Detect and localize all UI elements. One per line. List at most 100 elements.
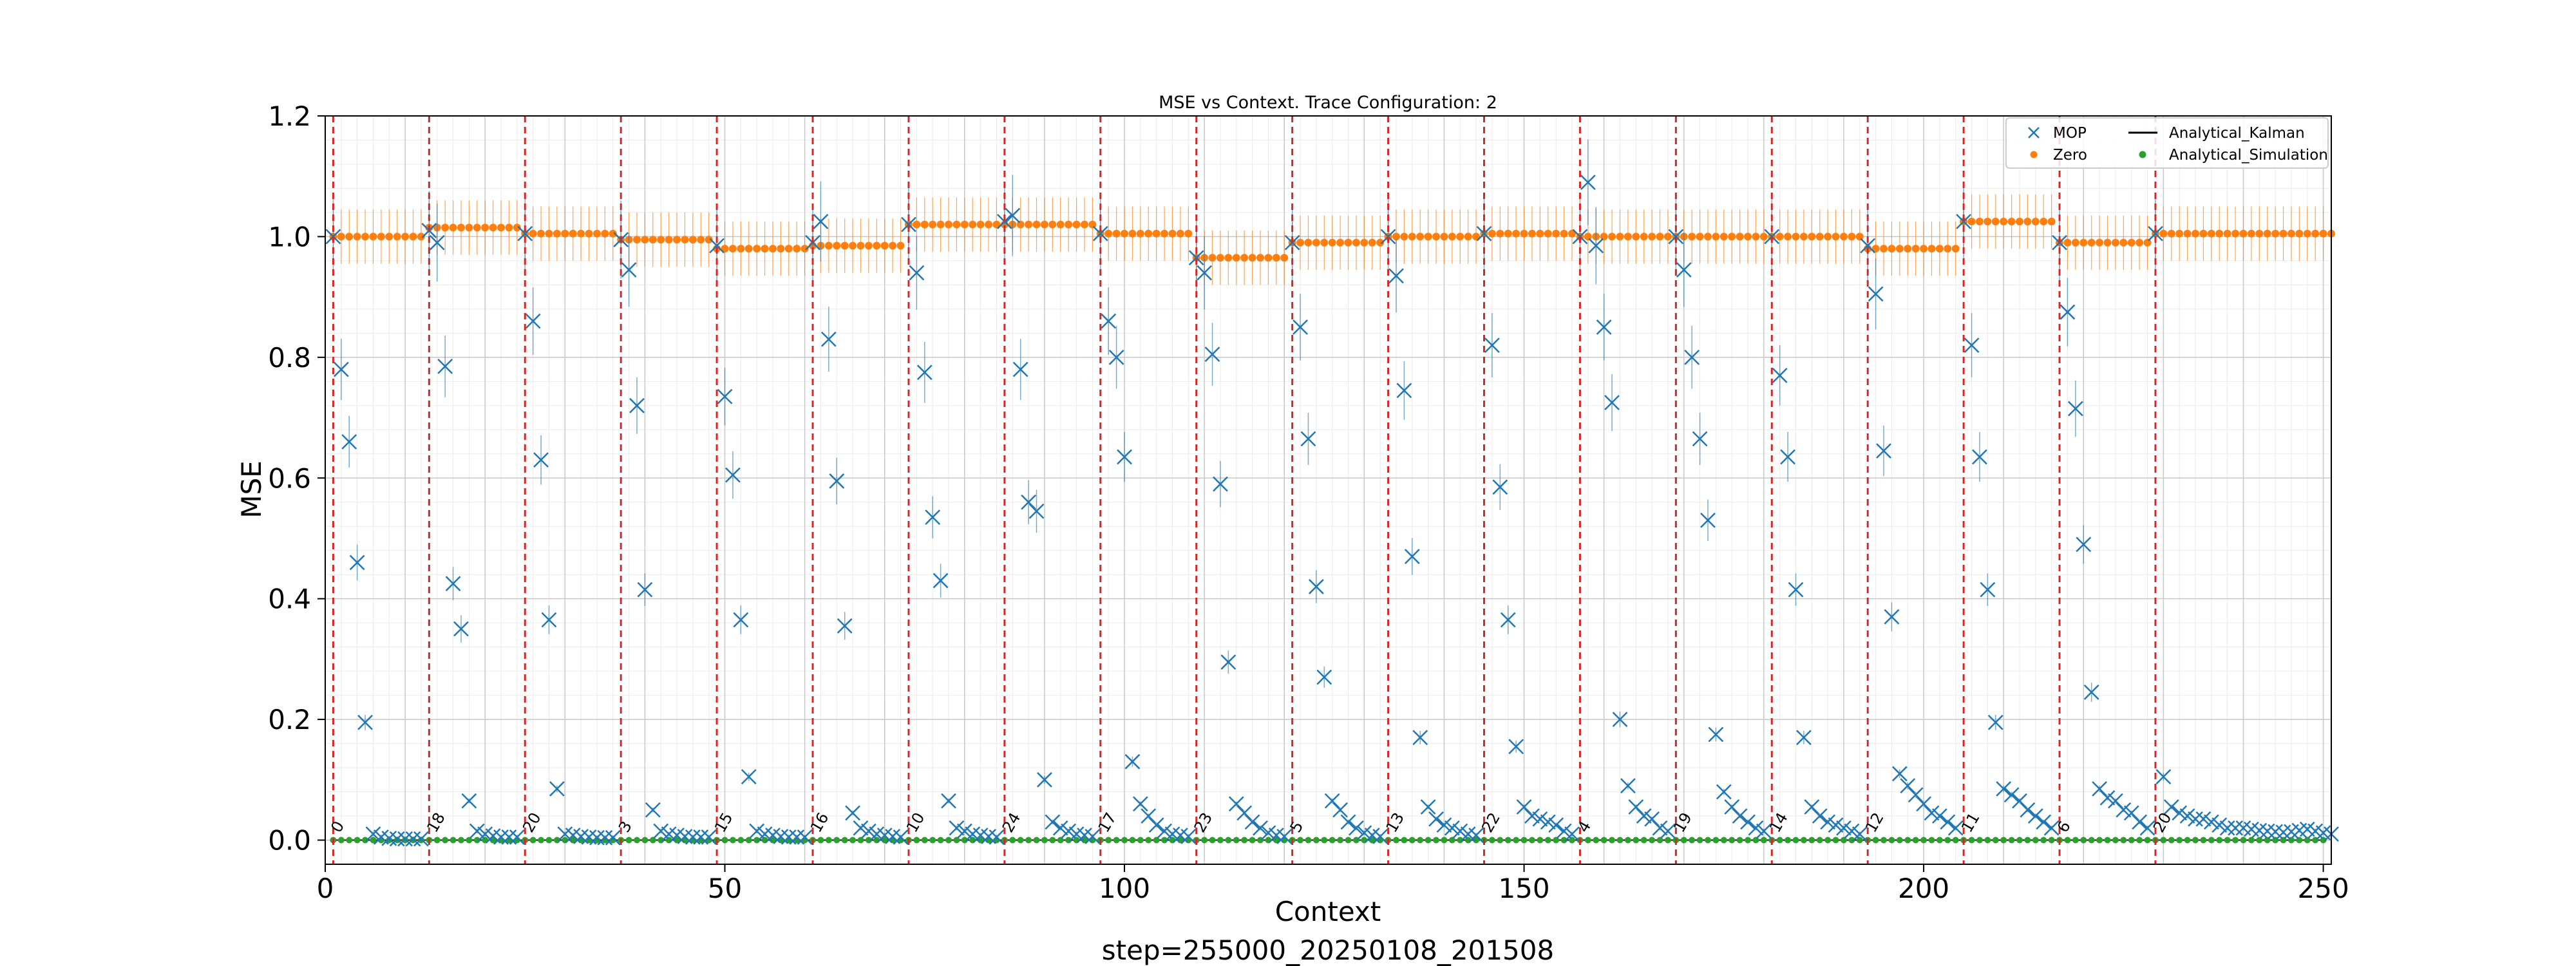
legend-label-analytical-kalman: Analytical_Kalman: [2169, 125, 2305, 142]
analytical-simulation-point: [2048, 837, 2055, 844]
analytical-simulation-point: [1560, 837, 1567, 844]
zero-point: [2183, 229, 2192, 238]
zero-point: [2096, 238, 2104, 247]
mop-point: [1836, 820, 1852, 836]
mop-point: [2179, 808, 2195, 824]
zero-point: [2111, 238, 2119, 247]
mop-point: [349, 554, 365, 571]
zero-point: [960, 220, 969, 229]
zero-point: [1792, 232, 1800, 241]
zero-point: [1040, 220, 1048, 229]
analytical-simulation-point: [1832, 837, 1839, 844]
mop-point: [1980, 582, 1996, 598]
analytical-simulation-point: [545, 837, 553, 844]
y-tick-label: 0.0: [268, 825, 311, 857]
analytical-simulation-point: [1433, 837, 1440, 844]
analytical-simulation-point: [1736, 837, 1743, 844]
mop-point: [1684, 349, 1700, 365]
zero-point: [537, 229, 545, 238]
mop-point: [1500, 612, 1516, 628]
analytical-simulation-point: [1904, 837, 1911, 844]
mop-point: [509, 829, 525, 845]
zero-point: [1911, 245, 1920, 253]
mop-point: [1548, 817, 1564, 833]
mop-point: [1868, 286, 1884, 302]
mop-point: [1756, 823, 1772, 839]
analytical-simulation-point: [674, 837, 681, 844]
mop-point: [2188, 811, 2203, 827]
zero-point: [2119, 238, 2128, 247]
analytical-simulation-point: [2064, 837, 2071, 844]
zero-point: [2040, 217, 2048, 225]
analytical-simulation-point: [833, 837, 840, 844]
mop-point: [1924, 805, 1940, 821]
analytical-simulation-point: [881, 837, 888, 844]
mop-point: [1652, 820, 1668, 836]
mop-point: [533, 452, 549, 468]
zero-point: [377, 232, 385, 241]
zero-point: [1920, 245, 1928, 253]
mop-point: [1028, 503, 1045, 519]
zero-point: [1488, 229, 1496, 238]
zero-point: [1112, 229, 1121, 238]
mop-point: [725, 467, 741, 483]
zero-point: [768, 245, 777, 253]
zero-point: [1072, 220, 1081, 229]
zero-point: [1520, 229, 1528, 238]
mop-point: [996, 214, 1012, 229]
zero-point: [1624, 232, 1632, 241]
segment-label: 18: [423, 810, 449, 835]
analytical-simulation-point: [1081, 837, 1088, 844]
analytical-simulation-point: [2240, 837, 2247, 844]
mop-point: [781, 829, 797, 845]
zero-point: [1991, 217, 2000, 225]
y-tick-label: 0.4: [268, 583, 311, 615]
zero-point: [609, 229, 617, 238]
analytical-simulation-point: [1161, 837, 1168, 844]
mop-point: [2148, 225, 2163, 242]
zero-point: [2319, 229, 2327, 238]
zero-point: [1496, 229, 1504, 238]
analytical-simulation-point: [1488, 837, 1495, 844]
zero-point: [2231, 229, 2240, 238]
analytical-simulation-point: [945, 837, 952, 844]
mop-point: [589, 829, 605, 846]
mop-point: [629, 397, 645, 413]
zero-point: [1975, 217, 1984, 225]
analytical-simulation-point: [1121, 837, 1128, 844]
zero-point: [1712, 232, 1720, 241]
analytical-simulation-point: [1017, 837, 1024, 844]
mop-point: [1444, 820, 1460, 836]
y-axis-label: MSE: [236, 460, 267, 518]
mop-point: [501, 829, 517, 845]
analytical-simulation-point: [1745, 837, 1752, 844]
legend-label-analytical-simulation: Analytical_Simulation: [2169, 147, 2328, 164]
mop-point: [1197, 265, 1213, 281]
zero-point: [1935, 245, 1944, 253]
mop-point: [813, 214, 829, 229]
zero-point: [688, 236, 697, 244]
zero-point: [1208, 254, 1217, 262]
segment-label: 13: [1383, 810, 1408, 835]
analytical-simulation-point: [641, 837, 649, 844]
analytical-simulation-point: [1209, 837, 1216, 844]
analytical-simulation-point: [1249, 837, 1256, 844]
footer-text: step=255000_20250108_201508: [1102, 934, 1554, 966]
analytical-simulation-point: [1609, 837, 1616, 844]
zero-point: [1632, 232, 1640, 241]
mop-point: [1828, 817, 1844, 833]
zero-point: [1719, 232, 1728, 241]
mop-point: [429, 234, 445, 251]
zero-point: [800, 245, 809, 253]
zero-point: [1144, 229, 1153, 238]
zero-point: [2071, 238, 2079, 247]
mop-point: [2043, 820, 2060, 836]
axes-frame: [325, 115, 2332, 865]
mop-point: [1876, 443, 1891, 459]
analytical-simulation-point: [1848, 837, 1855, 844]
mop-point: [1148, 817, 1164, 833]
mop-point: [1612, 712, 1628, 727]
analytical-simulation-point: [841, 837, 848, 844]
mop-point: [733, 612, 749, 628]
